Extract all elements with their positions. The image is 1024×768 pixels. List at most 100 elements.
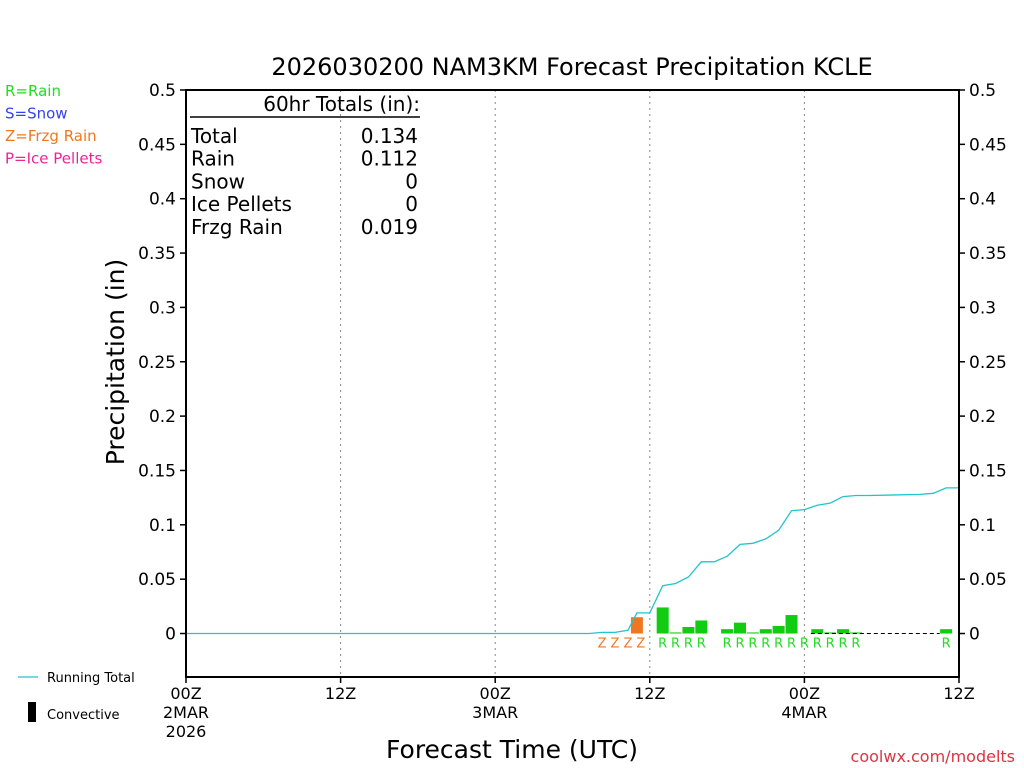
totals-row-value: 0	[405, 169, 418, 193]
precip-bar	[849, 632, 862, 634]
y-tick-label-left: 0.1	[149, 516, 176, 536]
y-tick-label-left: 0.4	[149, 190, 176, 210]
y-tick-label-left: 0.15	[138, 461, 176, 481]
y-tick-label-right: 0.5	[969, 81, 996, 101]
y-tick-label-right: 0.3	[969, 298, 996, 318]
x-tick-label: 2MAR	[163, 703, 209, 722]
precip-type-label: R	[787, 637, 796, 652]
chart-title: 2026030200 NAM3KM Forecast Precipitation…	[271, 53, 872, 81]
x-axis-label: Forecast Time (UTC)	[386, 735, 638, 764]
plot-frame	[185, 89, 960, 678]
totals-row-value: 0	[405, 192, 418, 216]
x-tick-label: 2026	[166, 722, 207, 741]
precip-bar	[669, 632, 682, 634]
x-tick-label: 00Z	[789, 684, 820, 703]
precip-bar	[682, 626, 695, 634]
precip-bar	[733, 622, 746, 634]
bottom-legend: Running Total Convective	[18, 671, 135, 723]
running-total-line	[186, 487, 959, 635]
y-tick-label-left: 0.25	[138, 353, 176, 373]
x-tick-label: 3MAR	[472, 703, 518, 722]
type-legend: R=Rain S=Snow Z=Frzg Rain P=Ice Pellets	[5, 82, 102, 168]
totals-row-label: Rain	[191, 147, 235, 171]
precip-bars	[630, 607, 953, 634]
precip-type-label: R	[813, 637, 822, 652]
precip-type-label: R	[723, 637, 732, 652]
precip-type-label: R	[774, 637, 783, 652]
x-tick-label: 12Z	[634, 684, 665, 703]
y-tick-label-left: 0.3	[149, 298, 176, 318]
precip-type-label: R	[942, 637, 951, 652]
x-tick-label: 12Z	[325, 684, 356, 703]
totals-box: 60hr Totals (in): Total 0.134 Rain 0.112 Snow…	[190, 92, 420, 239]
y-tick-label-left: 0.5	[149, 81, 176, 101]
precip-type-label: Z	[636, 637, 645, 652]
precip-bar	[824, 632, 837, 634]
precip-type-label: Z	[623, 637, 632, 652]
y-tick-label-right: 0.4	[969, 190, 996, 210]
precip-type-label: R	[658, 637, 667, 652]
y-tick-label-left: 0	[165, 625, 176, 645]
precip-bar	[746, 632, 759, 634]
precip-bar	[759, 629, 772, 634]
precip-bar	[630, 617, 643, 634]
y-ticks-left: 0.5 0.45 0.4 0.35 0.3 0.25 0.2 0.15 0.1 0.05 0	[138, 81, 186, 645]
totals-row-label: Total	[190, 124, 238, 148]
precip-bar	[811, 629, 824, 634]
totals-row-label: Frzg Rain	[191, 215, 283, 239]
y-tick-label-right: 0.1	[969, 516, 996, 536]
precip-type-label: R	[761, 637, 770, 652]
type-legend-entry: P=Ice Pellets	[5, 150, 102, 168]
precip-bar	[695, 620, 708, 634]
totals-row-label: Snow	[191, 169, 245, 193]
running-total-legend-label: Running Total	[47, 671, 135, 686]
convective-legend-label: Convective	[47, 708, 120, 723]
precip-type-label: Z	[611, 637, 620, 652]
x-tick-label: 00Z	[170, 684, 201, 703]
precip-bar	[721, 629, 734, 634]
x-tick-label: 12Z	[943, 684, 974, 703]
precip-type-label: R	[826, 637, 835, 652]
x-tick-label: 00Z	[480, 684, 511, 703]
totals-row-value: 0.019	[361, 215, 418, 239]
precip-type-label: R	[671, 637, 680, 652]
credit-label: coolwx.com/modelts	[851, 747, 1015, 766]
precip-type-label: R	[800, 637, 809, 652]
x-tick-label: 4MAR	[781, 703, 827, 722]
y-tick-label-left: 0.05	[138, 570, 176, 590]
y-tick-label-right: 0.25	[969, 353, 1007, 373]
precip-bar	[785, 615, 798, 634]
precip-bar	[837, 629, 850, 634]
y-tick-label-left: 0.45	[138, 135, 176, 155]
precip-bar	[656, 607, 669, 634]
totals-row-value: 0.134	[361, 124, 418, 148]
totals-header: 60hr Totals (in):	[263, 92, 420, 116]
y-tick-label-right: 0.15	[969, 461, 1007, 481]
y-axis-label: Precipitation (in)	[101, 259, 130, 466]
precip-bar	[940, 629, 953, 634]
y-tick-label-right: 0	[969, 625, 980, 645]
totals-row-value: 0.112	[361, 147, 418, 171]
precip-type-label: R	[748, 637, 757, 652]
totals-row-label: Ice Pellets	[191, 192, 292, 216]
precip-type-label: R	[684, 637, 693, 652]
precip-type-label: R	[735, 637, 744, 652]
y-ticks-right: 0.5 0.45 0.4 0.35 0.3 0.25 0.2 0.15 0.1 0.05 0	[959, 81, 1007, 645]
grid-lines	[340, 90, 805, 677]
y-tick-label-right: 0.35	[969, 244, 1007, 264]
y-tick-label-left: 0.2	[149, 407, 176, 427]
y-tick-label-right: 0.05	[969, 570, 1007, 590]
type-legend-entry: Z=Frzg Rain	[5, 127, 97, 145]
precip-type-label: R	[697, 637, 706, 652]
convective-swatch	[28, 702, 36, 722]
precip-type-label: R	[851, 637, 860, 652]
precip-type-label: Z	[598, 637, 607, 652]
type-legend-entry: S=Snow	[5, 105, 68, 123]
y-axis-label-group: Precipitation (in)	[101, 259, 130, 466]
y-tick-label-right: 0.2	[969, 407, 996, 427]
precip-type-label: R	[839, 637, 848, 652]
y-tick-label-left: 0.35	[138, 244, 176, 264]
